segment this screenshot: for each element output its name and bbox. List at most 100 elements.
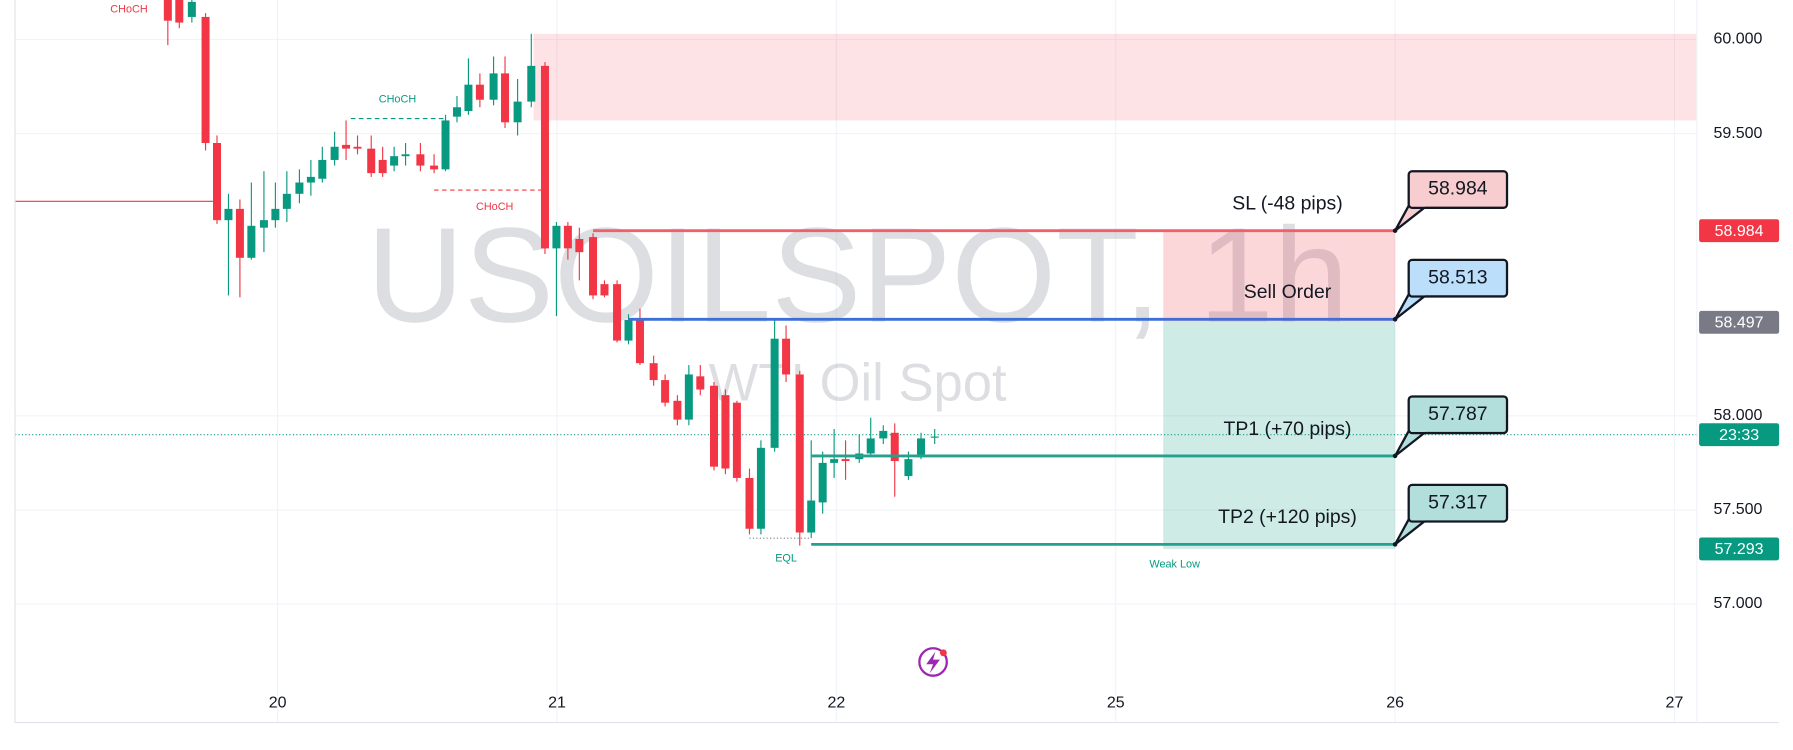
candle-body bbox=[501, 73, 510, 123]
x-tick-label: 22 bbox=[827, 694, 845, 711]
callout-box bbox=[1407, 395, 1509, 435]
callout-cover bbox=[1411, 428, 1425, 432]
candle-body bbox=[390, 156, 399, 166]
candle-body bbox=[489, 73, 498, 100]
candle-body bbox=[513, 101, 522, 123]
candle-body bbox=[201, 16, 210, 144]
order-label: TP2 (+120 pips) bbox=[1218, 506, 1357, 528]
candle-body bbox=[540, 65, 549, 249]
entry-axis-label-bg bbox=[1699, 310, 1780, 334]
candle-body bbox=[624, 319, 633, 341]
candle-body bbox=[613, 284, 622, 341]
x-tick-label: 20 bbox=[269, 694, 287, 711]
candle-body bbox=[527, 65, 536, 102]
candle-body bbox=[342, 144, 351, 149]
candle-body bbox=[163, 0, 172, 21]
candle-body bbox=[661, 380, 670, 403]
candle-body bbox=[464, 84, 473, 112]
candle-body bbox=[318, 159, 327, 179]
candle-body bbox=[441, 120, 450, 170]
callout-price: 57.787 bbox=[1428, 403, 1487, 425]
callout-cover bbox=[1411, 291, 1425, 296]
stop-axis-label-bg bbox=[1699, 219, 1780, 243]
candle-body bbox=[600, 284, 609, 296]
candle-body bbox=[756, 447, 765, 529]
candle-body bbox=[879, 430, 888, 439]
x-tick-label: 26 bbox=[1386, 694, 1404, 711]
candle-body bbox=[904, 459, 913, 477]
y-tick-label: 57.500 bbox=[1713, 501, 1762, 518]
candle-body bbox=[841, 459, 850, 462]
callout-price: 57.317 bbox=[1428, 491, 1487, 513]
candle-body bbox=[330, 146, 339, 160]
candle-body bbox=[673, 400, 682, 420]
watermark: USOILSPOT, 1h bbox=[367, 199, 1349, 350]
candle-body bbox=[295, 182, 304, 194]
entry-axis-label: 58.497 bbox=[1715, 315, 1764, 332]
candle-body bbox=[430, 165, 439, 170]
candle-body bbox=[696, 376, 705, 390]
candle-body bbox=[378, 159, 387, 174]
candle-body bbox=[649, 363, 658, 381]
candle-body bbox=[416, 154, 425, 166]
candle-body bbox=[782, 338, 791, 375]
candle-body bbox=[475, 84, 484, 100]
candle-body bbox=[187, 1, 196, 17]
reward-box bbox=[1163, 322, 1396, 549]
risk-box bbox=[1163, 230, 1396, 323]
stop-axis-label: 58.984 bbox=[1715, 223, 1764, 240]
candle-body bbox=[930, 436, 939, 438]
callout-cover bbox=[1411, 203, 1425, 207]
replay-icon[interactable] bbox=[918, 647, 948, 677]
candle-body bbox=[575, 238, 584, 253]
countdown: 23:33 bbox=[1719, 427, 1759, 444]
y-tick-label: 57.000 bbox=[1713, 595, 1762, 612]
candle-body bbox=[745, 477, 754, 529]
annotation: CHoCH bbox=[379, 94, 416, 106]
candle-body bbox=[367, 148, 376, 174]
callout-box bbox=[1407, 258, 1509, 298]
target-axis-label: 57.293 bbox=[1715, 541, 1764, 558]
countdown-bg bbox=[1699, 423, 1780, 447]
candle-body bbox=[282, 193, 291, 209]
callout-price: 58.984 bbox=[1428, 178, 1488, 200]
x-tick-label: 25 bbox=[1107, 694, 1125, 711]
candle-body bbox=[271, 208, 280, 221]
order-label: TP1 (+70 pips) bbox=[1224, 418, 1352, 440]
candle-body bbox=[224, 208, 233, 221]
icon-bolt bbox=[926, 651, 940, 674]
y-tick-label: 60.000 bbox=[1713, 31, 1762, 48]
candle-body bbox=[818, 462, 827, 503]
candle-body bbox=[795, 374, 804, 533]
order-label: Sell Order bbox=[1244, 281, 1332, 303]
candle-body bbox=[213, 143, 222, 221]
candle-body bbox=[353, 146, 362, 149]
candle-body bbox=[589, 237, 598, 296]
candle-body bbox=[552, 225, 561, 249]
icon-dot bbox=[939, 649, 947, 657]
candle-body bbox=[732, 402, 741, 478]
callout-price: 58.513 bbox=[1428, 266, 1487, 288]
candle-body bbox=[917, 438, 926, 458]
candle-body bbox=[259, 220, 268, 228]
candle-body bbox=[452, 107, 461, 117]
candle-body bbox=[235, 208, 244, 258]
candle-body bbox=[684, 374, 693, 420]
order-label: SL (-48 pips) bbox=[1232, 193, 1342, 215]
x-tick-label: 21 bbox=[548, 694, 566, 711]
candle-body bbox=[770, 338, 779, 448]
supply-zone bbox=[533, 33, 1697, 121]
annotation: CHoCH bbox=[110, 3, 147, 15]
y-tick-label: 59.500 bbox=[1713, 125, 1762, 142]
plot: CHoCH CHoCH CHoCH EQL Weak Low SL (-48 pips) 5… bbox=[15, 0, 1697, 570]
candle-body bbox=[807, 500, 816, 533]
candle-body bbox=[830, 459, 839, 463]
candle-body bbox=[247, 225, 256, 258]
annotation: Weak Low bbox=[1149, 558, 1200, 570]
candle-body bbox=[635, 319, 644, 364]
x-tick-label: 27 bbox=[1666, 694, 1684, 711]
candle-body bbox=[721, 395, 730, 469]
